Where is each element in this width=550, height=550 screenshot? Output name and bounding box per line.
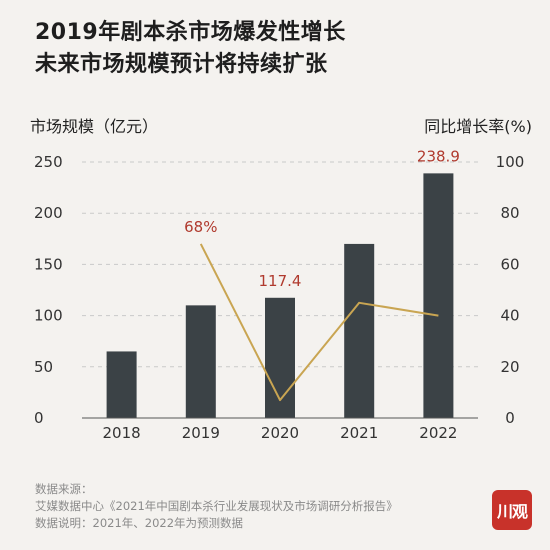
- x-axis-tick-label: 2020: [261, 424, 299, 442]
- right-axis-tick-label: 60: [500, 255, 519, 273]
- left-axis-tick-label: 200: [34, 204, 63, 222]
- left-axis-tick-label: 150: [34, 255, 63, 273]
- brand-logo: 川观: [492, 490, 532, 530]
- x-axis-tick-label: 2018: [103, 424, 141, 442]
- right-axis-tick-label: 80: [500, 204, 519, 222]
- source-text: 艾媒数据中心《2021年中国剧本杀行业发展现状及市场调研分析报告》: [35, 499, 398, 513]
- bar: [344, 243, 375, 418]
- left-axis-tick-label: 0: [34, 409, 44, 427]
- right-axis-tick-label: 100: [496, 153, 525, 171]
- bar: [423, 173, 454, 418]
- right-axis-tick-label: 0: [505, 409, 515, 427]
- right-axis-tick-label: 20: [500, 358, 519, 376]
- left-axis-tick-label: 50: [34, 358, 53, 376]
- chart-title-line-2: 未来市场规模预计将持续扩张: [35, 52, 328, 77]
- growth-rate-line: [199, 243, 439, 402]
- source-note: 数据说明：2021年、2022年为预测数据: [35, 516, 244, 530]
- right-axis-tick-label: 40: [500, 307, 519, 325]
- left-axis-tick-label: 100: [34, 307, 63, 325]
- chart-title-line-1: 2019年剧本杀市场爆发性增长: [35, 20, 346, 45]
- source-label: 数据来源：: [35, 482, 93, 496]
- left-axis-title: 市场规模（亿元）: [30, 117, 159, 136]
- left-axis-tick-label: 250: [34, 153, 63, 171]
- data-label: 117.4: [259, 272, 302, 290]
- data-label: 68%: [184, 218, 217, 236]
- bar: [106, 351, 137, 418]
- x-axis-tick-label: 2022: [419, 424, 457, 442]
- data-label: 238.9: [417, 147, 460, 165]
- right-axis-title: 同比增长率(%): [424, 117, 532, 136]
- x-axis-tick-label: 2019: [182, 424, 220, 442]
- x-axis-tick-label: 2021: [340, 424, 378, 442]
- bar: [185, 305, 216, 418]
